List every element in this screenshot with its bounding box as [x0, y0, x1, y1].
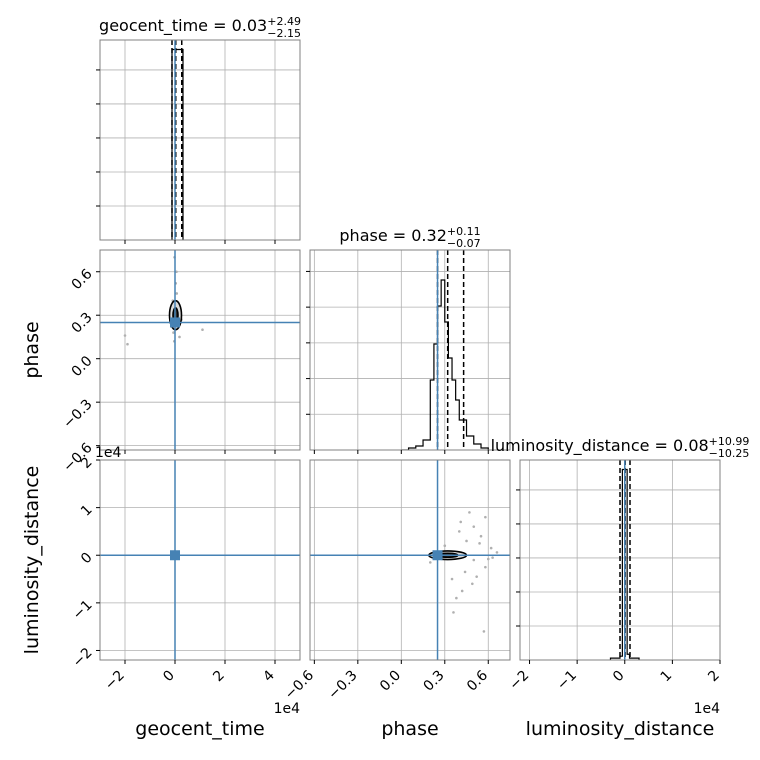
y-tick-label: −0.3	[60, 397, 95, 432]
title-part: +10.99	[709, 435, 750, 448]
title-part: 0.32	[411, 226, 447, 245]
y-tick-label: 1	[78, 502, 96, 520]
title-part: geocent_time	[99, 16, 208, 36]
x-offset-label: 1e4	[694, 701, 721, 717]
x-axis-label-luminosity_distance: luminosity_distance	[526, 718, 715, 740]
sample-point	[472, 525, 476, 528]
y-tick-label: 0.6	[69, 266, 96, 293]
sample-point	[175, 270, 178, 274]
y-tick-label: 2	[78, 454, 96, 472]
x-axis-label-geocent_time: geocent_time	[135, 718, 264, 740]
truth-marker	[170, 317, 180, 328]
sample-point	[126, 342, 129, 346]
x-tick-label: 0.6	[464, 667, 491, 694]
sample-point	[178, 335, 181, 339]
sample-point	[452, 611, 455, 614]
x-offset-label: 1e4	[274, 701, 301, 717]
sample-point	[450, 577, 454, 581]
x-tick-label: 0	[610, 668, 628, 686]
sample-point	[479, 534, 483, 538]
marginal-title-phase: phase = 0.32+0.11 −0.07	[339, 225, 480, 250]
sample-point	[486, 557, 490, 561]
marginal-panel-geocent_time	[100, 40, 300, 240]
y-tick-label: −1	[70, 597, 96, 623]
x-tick-label: −2	[102, 668, 128, 694]
sample-point	[428, 561, 432, 564]
y-tick-label: −2	[70, 645, 96, 671]
axes-frame	[519, 459, 721, 661]
truth-marker	[170, 550, 180, 561]
x-tick-label: −0.6	[282, 667, 317, 702]
sample-point	[201, 328, 204, 332]
title-part: 0.03	[232, 16, 268, 35]
y-offset-label: 1e4	[95, 445, 122, 461]
title-part: 0.08	[673, 436, 709, 455]
scatter-panel-phase-luminosity_distance	[310, 460, 510, 660]
title-part: =	[649, 436, 673, 455]
x-tick-label: 0	[160, 668, 178, 686]
sample-point	[472, 558, 476, 562]
sample-point	[443, 544, 447, 548]
sample-point	[482, 630, 486, 633]
title-part: −2.15	[267, 27, 301, 40]
title-part: −0.07	[447, 237, 481, 250]
sample-point	[468, 511, 471, 514]
y-axis-label-luminosity_distance: luminosity_distance	[21, 466, 43, 655]
title-part: luminosity_distance	[491, 436, 650, 456]
axes-frame	[99, 249, 301, 451]
y-tick-label: 0.3	[69, 310, 96, 337]
x-tick-label: 0.0	[377, 668, 404, 695]
title-part: +2.49	[267, 15, 301, 28]
title-part: +0.11	[447, 225, 481, 238]
sample-point	[491, 556, 494, 559]
marginal-title-luminosity_distance: luminosity_distance = 0.08+10.99 −10.25	[491, 435, 750, 460]
x-tick-label: 1	[658, 668, 676, 686]
title-part: =	[388, 226, 412, 245]
x-tick-label: 0.3	[421, 668, 448, 695]
sample-point	[175, 292, 179, 295]
x-tick-label: 4	[260, 667, 278, 685]
sample-point	[123, 334, 127, 337]
x-axis-label-phase: phase	[381, 718, 438, 740]
sample-point	[460, 589, 464, 593]
histogram-phase	[401, 279, 489, 450]
x-tick-label: 2	[705, 668, 723, 686]
sample-point	[484, 565, 487, 569]
marginal-panel-luminosity_distance	[520, 460, 720, 660]
sample-point	[478, 542, 481, 545]
sample-point	[459, 520, 463, 524]
axes-frame	[99, 39, 301, 241]
sample-point	[463, 570, 467, 574]
sample-point	[465, 539, 468, 543]
sample-point	[484, 515, 487, 519]
sample-point	[475, 575, 478, 578]
scatter-panel-geocent_time-phase	[100, 250, 300, 450]
marginal-panel-phase	[310, 250, 510, 450]
y-tick-label: 0	[78, 550, 96, 568]
x-tick-label: −0.3	[325, 668, 360, 703]
sample-point	[455, 596, 458, 600]
sample-point	[489, 546, 493, 550]
marginal-title-geocent_time: geocent_time = 0.03+2.49 −2.15	[99, 15, 301, 40]
axes-frame	[309, 249, 511, 451]
axes-frame	[309, 459, 511, 661]
x-tick-label: 2	[210, 668, 228, 686]
sample-point	[172, 331, 175, 334]
title-part: =	[208, 16, 232, 35]
title-part: −10.25	[709, 447, 750, 460]
title-part: phase	[339, 226, 387, 245]
y-tick-label: 0.0	[69, 353, 96, 380]
y-axis-label-phase: phase	[21, 321, 43, 378]
sample-point	[457, 530, 461, 533]
axes-frame	[99, 459, 301, 661]
sample-point	[495, 551, 499, 554]
scatter-panel-geocent_time-luminosity_distance	[100, 460, 300, 660]
truth-marker	[432, 550, 443, 561]
x-tick-label: −2	[506, 668, 532, 694]
sample-point	[471, 582, 474, 586]
x-tick-label: −1	[554, 668, 580, 694]
